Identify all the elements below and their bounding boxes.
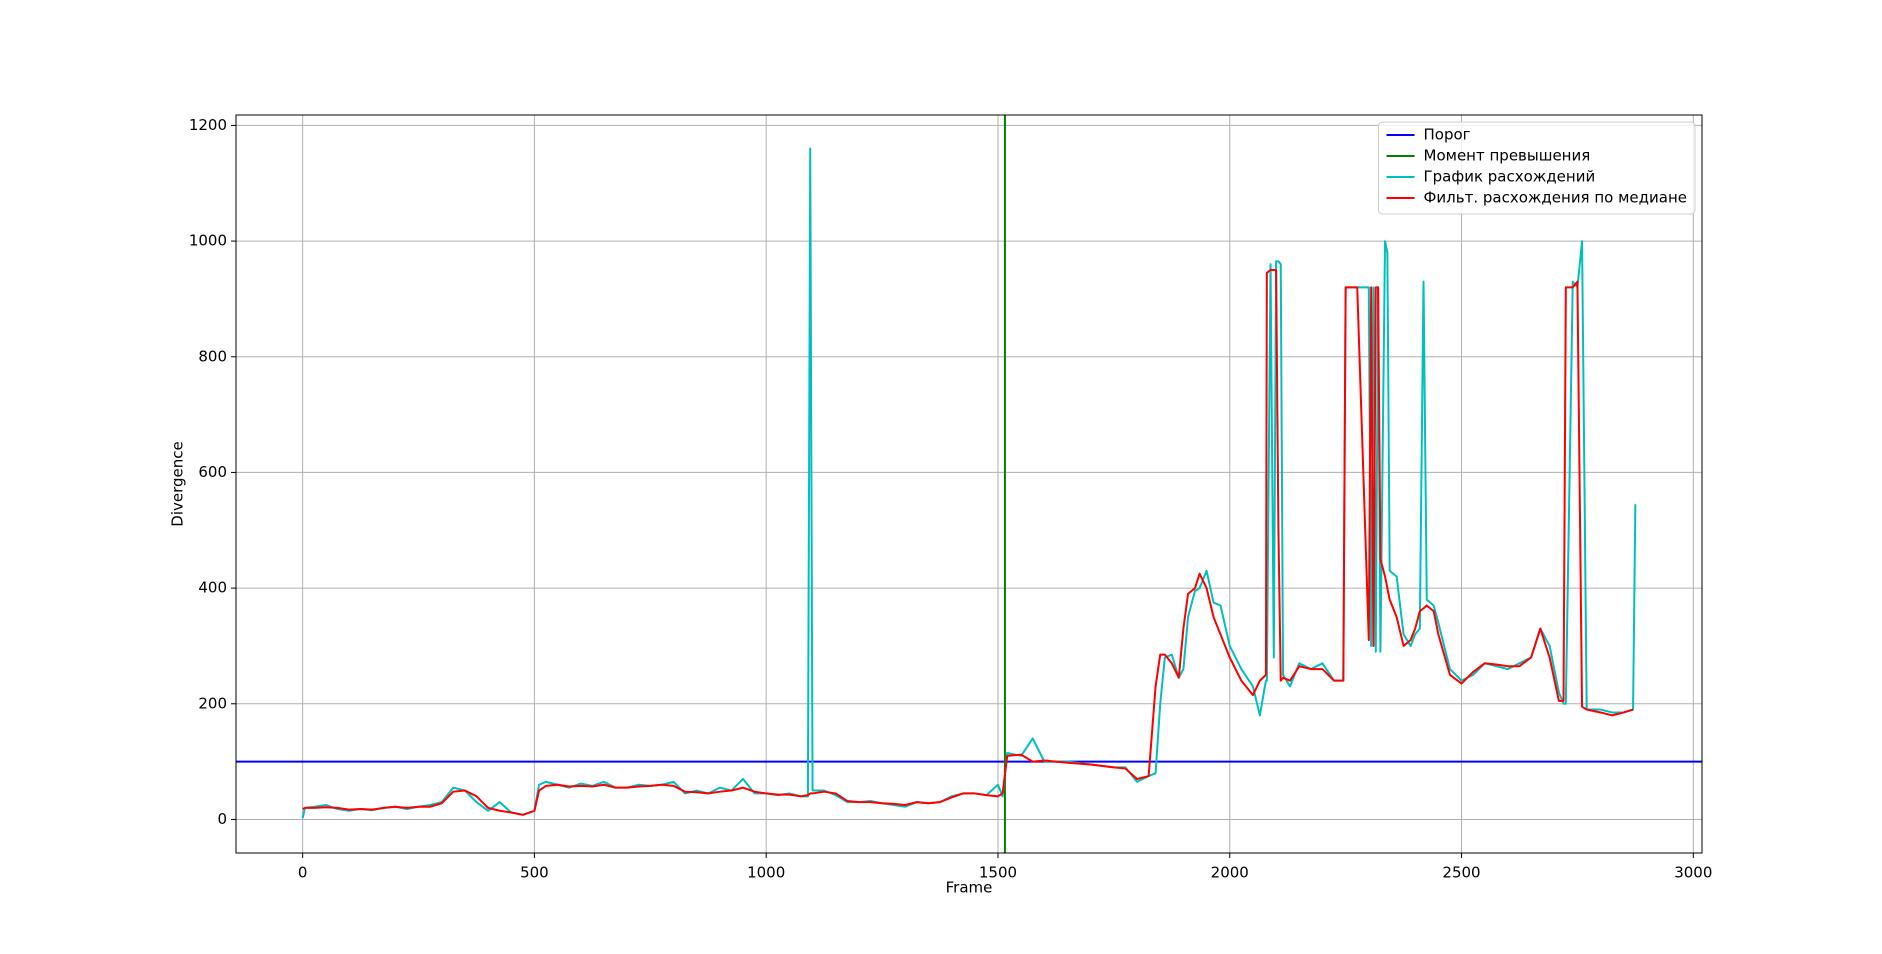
x-tick-label: 2500: [1442, 864, 1480, 882]
x-tick-label: 1000: [747, 864, 785, 882]
x-tick-label: 0: [298, 864, 308, 882]
legend-label: Порог: [1424, 126, 1471, 144]
grid-layer: [236, 115, 1702, 853]
legend-label: Момент превышения: [1424, 147, 1591, 165]
y-tick-label: 600: [198, 463, 227, 481]
y-tick-label: 400: [198, 579, 227, 597]
x-tick-label: 2000: [1211, 864, 1249, 882]
tick-layer: 0 500 1000 1500 2000 2500 3000 0 200 400 600 800 100…: [189, 116, 1713, 882]
y-tick-label: 800: [198, 347, 227, 365]
plot-area: [236, 115, 1702, 853]
y-tick-label: 1200: [189, 116, 227, 134]
y-tick-label: 1000: [189, 232, 227, 250]
legend-box: [1378, 121, 1696, 215]
x-tick-label: 3000: [1674, 864, 1712, 882]
legend-label: Фильт. расхождения по медиане: [1424, 189, 1687, 207]
y-axis-label: Divergence: [169, 441, 187, 526]
y-tick-label: 0: [217, 810, 227, 828]
y-tick-label: 200: [198, 694, 227, 712]
axes-frame: [235, 114, 1703, 854]
legend-label: График расхождений: [1424, 168, 1596, 186]
x-axis-label: Frame: [946, 879, 993, 897]
x-tick-label: 1500: [979, 864, 1017, 882]
legend: Порог Момент превышения График расхождений…: [1378, 121, 1696, 215]
series-line: [302, 269, 1634, 816]
x-tick-label: 500: [520, 864, 549, 882]
series-line: [301, 147, 1637, 819]
